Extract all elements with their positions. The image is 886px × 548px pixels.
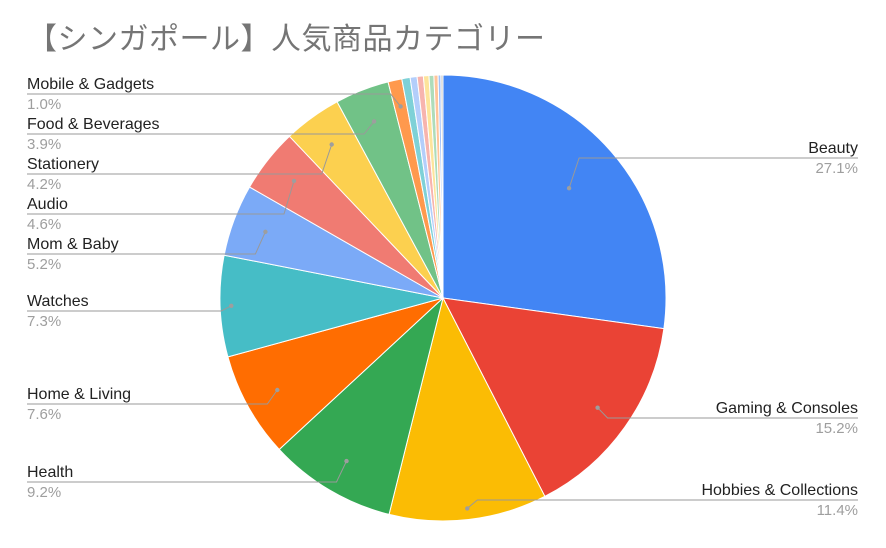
slice-label-gaming-and-consoles: Gaming & Consoles	[716, 400, 858, 417]
leader-dot-health	[344, 458, 349, 464]
leader-line-hobbies-and-collections	[466, 499, 858, 509]
pie-slice-health	[278, 296, 444, 515]
slice-label-audio: Audio	[27, 196, 68, 213]
leader-line-home-and-living	[27, 389, 278, 405]
leader-dot-mobile-and-gadgets	[398, 104, 403, 109]
slice-label-health: Health	[27, 464, 73, 481]
leader-dot-home-and-living	[275, 387, 280, 393]
slice-value-audio: 4.6%	[27, 216, 61, 233]
leader-line-beauty	[568, 157, 858, 189]
leader-dot-audio	[291, 178, 297, 184]
slice-label-food-and-beverages: Food & Beverages	[27, 116, 160, 133]
slice-label-watches: Watches	[27, 293, 89, 310]
slice-value-watches: 7.3%	[27, 313, 61, 330]
slice-value-gaming-and-consoles: 15.2%	[815, 420, 858, 437]
leader-dot-watches	[229, 303, 234, 308]
pie-slice-beauty	[442, 74, 667, 330]
pie-slices	[219, 74, 667, 522]
leader-dot-food-and-beverages	[371, 119, 377, 124]
slice-value-beauty: 27.1%	[815, 160, 858, 177]
slice-value-mom-and-baby: 5.2%	[27, 256, 61, 273]
slice-label-mom-and-baby: Mom & Baby	[27, 236, 119, 253]
leader-line-audio	[27, 180, 295, 215]
slice-label-home-and-living: Home & Living	[27, 386, 131, 403]
leader-line-health	[27, 460, 347, 483]
leader-dot-stationery	[329, 142, 334, 147]
slice-value-food-and-beverages: 3.9%	[27, 136, 61, 153]
pie-slice-minor	[440, 74, 444, 299]
pie-slice-watches	[219, 254, 444, 358]
slice-value-health: 9.2%	[27, 484, 61, 501]
slice-value-mobile-and-gadgets: 1.0%	[27, 96, 61, 113]
pie-slice-hobbies-and-collections	[388, 296, 546, 522]
pie-slice-home-and-living	[227, 297, 444, 451]
slice-label-hobbies-and-collections: Hobbies & Collections	[701, 482, 858, 499]
chart-title: 【シンガポール】人気商品カテゴリー	[27, 22, 546, 57]
slice-value-home-and-living: 7.6%	[27, 406, 61, 423]
slice-value-stationery: 4.2%	[27, 176, 61, 193]
leader-line-mom-and-baby	[27, 231, 266, 255]
slice-value-hobbies-and-collections: 11.4%	[817, 502, 858, 519]
leader-line-mobile-and-gadgets	[27, 93, 401, 107]
leader-line-watches	[27, 305, 232, 312]
leader-dot-hobbies-and-collections	[465, 506, 470, 511]
pie-slice-gaming-and-consoles	[442, 297, 665, 498]
leader-line-gaming-and-consoles	[597, 407, 858, 419]
leader-dot-gaming-and-consoles	[595, 405, 600, 410]
slice-label-stationery: Stationery	[27, 156, 99, 173]
pie-labels: Beauty 27.1% Gaming & Consoles 15.2% Hobbies…	[27, 76, 858, 519]
slice-label-mobile-and-gadgets: Mobile & Gadgets	[27, 76, 154, 93]
leader-dot-mom-and-baby	[263, 229, 268, 234]
leader-dot-beauty	[566, 186, 572, 191]
slice-label-beauty: Beauty	[808, 140, 858, 157]
leader-line-stationery	[27, 144, 333, 175]
leader-line-food-and-beverages	[27, 121, 375, 135]
